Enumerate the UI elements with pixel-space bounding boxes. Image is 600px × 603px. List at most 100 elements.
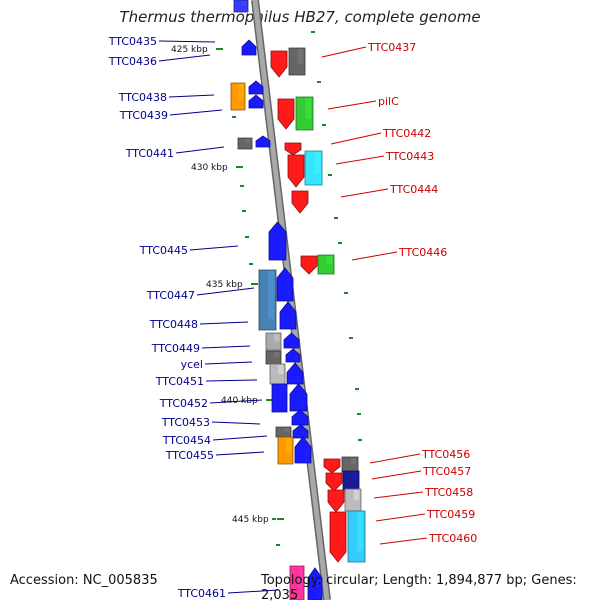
right-gene-shape-9[interactable] — [317, 254, 335, 275]
gene-leader-TTC0437 — [321, 46, 367, 58]
gene-label-TTC0436[interactable]: TTC0436 — [108, 55, 157, 68]
gene-label-TTC0444[interactable]: TTC0444 — [389, 183, 438, 196]
gene-leader-TTC0451 — [205, 379, 258, 382]
gene-label-TTC0453[interactable]: TTC0453 — [161, 416, 210, 429]
gene-label-TTC0446[interactable]: TTC0446 — [398, 246, 447, 259]
gene-leader-TTC0452 — [209, 399, 263, 404]
gene-leader-TTC0441 — [175, 146, 225, 154]
gene-label-TTC0459[interactable]: TTC0459 — [426, 508, 475, 521]
gene-label-TTC0438[interactable]: TTC0438 — [118, 91, 167, 104]
right-gene-shape-6[interactable] — [304, 150, 323, 186]
left-gene-shape-9[interactable] — [276, 267, 294, 302]
gene-leader-TTC0439 — [169, 109, 223, 116]
left-gene-shape-10[interactable] — [279, 301, 297, 330]
left-gene-shape-25[interactable] — [307, 567, 323, 600]
right-gene-shape-10-shade — [332, 460, 339, 466]
gene-label-TTC0442[interactable]: TTC0442 — [382, 127, 431, 140]
left-gene-shape-14[interactable] — [285, 348, 301, 363]
left-gene-shape-2[interactable] — [230, 82, 246, 111]
right-gene-shape-16-shade — [338, 513, 345, 551]
gene-leader-TTC0443 — [335, 155, 385, 165]
left-gene-shape-12-shade — [274, 352, 280, 358]
left-gene-shape-3[interactable] — [248, 80, 264, 95]
left-gene-shape-22-shade — [286, 438, 292, 453]
gene-label-pilC[interactable]: pilC — [378, 95, 399, 108]
right-gene-shape-7-shade — [300, 192, 307, 203]
right-gene-shape-6-shade — [314, 152, 321, 174]
left-gene-shape-0[interactable] — [233, 0, 249, 13]
right-gene-shape-14-shade — [336, 491, 343, 502]
gene-leader-TTC0445 — [189, 245, 239, 251]
left-gene-shape-8[interactable] — [258, 269, 277, 331]
left-gene-shape-11[interactable] — [265, 332, 282, 351]
gene-label-TTC0445[interactable]: TTC0445 — [139, 244, 188, 257]
gene-label-TTC0448[interactable]: TTC0448 — [149, 318, 198, 331]
gene-label-TTC0451[interactable]: TTC0451 — [155, 375, 204, 388]
gene-label-TTC0457[interactable]: TTC0457 — [422, 465, 471, 478]
left-gene-shape-19[interactable] — [291, 409, 309, 426]
left-gene-shape-13[interactable] — [283, 332, 300, 349]
right-gene-shape-12[interactable] — [325, 472, 343, 492]
left-gene-shape-11-shade — [274, 334, 280, 342]
gene-leader-TTC0447 — [196, 287, 255, 296]
right-gene-shape-4[interactable] — [284, 142, 302, 156]
left-gene-shape-2-shade — [238, 84, 244, 99]
right-gene-shape-5[interactable] — [287, 154, 305, 188]
left-gene-shape-25-shade — [315, 579, 321, 599]
gene-label-TTC0437[interactable]: TTC0437 — [367, 41, 416, 54]
left-gene-shape-5[interactable] — [237, 137, 253, 150]
right-gene-shape-8[interactable] — [300, 255, 318, 275]
right-gene-shape-4-shade — [293, 144, 300, 149]
right-gene-shape-2[interactable] — [277, 98, 295, 130]
left-gene-shape-18-shade — [299, 395, 306, 410]
gene-label-TTC0447[interactable]: TTC0447 — [146, 289, 195, 302]
left-gene-shape-6[interactable] — [255, 135, 271, 148]
gene-label-TTC0456[interactable]: TTC0456 — [421, 448, 470, 461]
right-gene-shape-8-shade — [309, 257, 316, 265]
left-gene-shape-18[interactable] — [289, 383, 308, 412]
gene-label-TTC0455[interactable]: TTC0455 — [165, 449, 214, 462]
right-gene-shape-17[interactable] — [347, 510, 366, 563]
gene-label-TTC0449[interactable]: TTC0449 — [151, 342, 200, 355]
right-gene-shape-7[interactable] — [291, 190, 309, 214]
right-gene-shape-15-shade — [353, 490, 360, 501]
left-gene-shape-10-shade — [288, 313, 295, 328]
left-gene-shape-17-shade — [280, 385, 286, 401]
left-gene-shape-4[interactable] — [248, 94, 264, 109]
gene-label-TTC0460[interactable]: TTC0460 — [428, 532, 477, 545]
gene-label-TTC0458[interactable]: TTC0458 — [424, 486, 473, 499]
gene-leader-ycel — [204, 361, 253, 365]
gene-label-TTC0461[interactable]: TTC0461 — [177, 587, 226, 600]
gene-label-TTC0435[interactable]: TTC0435 — [108, 35, 157, 48]
right-gene-shape-16[interactable] — [329, 511, 347, 563]
right-gene-shape-14[interactable] — [327, 489, 345, 513]
scale-mark-label: 430 kbp — [191, 163, 228, 173]
left-gene-shape-17[interactable] — [271, 383, 288, 413]
map-title: Thermus thermophilus HB27, complete geno… — [119, 8, 481, 26]
right-gene-shape-3[interactable] — [295, 96, 314, 131]
left-gene-shape-16[interactable] — [286, 362, 304, 385]
left-gene-shape-23[interactable] — [294, 436, 312, 464]
left-gene-shape-20-shade — [284, 428, 290, 432]
right-gene-shape-1[interactable] — [288, 47, 306, 76]
gene-label-ycel[interactable]: ycel — [181, 358, 203, 371]
gene-label-TTC0454[interactable]: TTC0454 — [162, 434, 211, 447]
gene-label-TTC0443[interactable]: TTC0443 — [385, 150, 434, 163]
left-gene-shape-1[interactable] — [241, 39, 257, 56]
gene-label-TTC0441[interactable]: TTC0441 — [125, 147, 174, 160]
gene-label-TTC0439[interactable]: TTC0439 — [119, 109, 168, 122]
gene-label-TTC0452[interactable]: TTC0452 — [159, 397, 208, 410]
left-gene-shape-4-shade — [256, 101, 262, 107]
gene-leader-TTC0442 — [330, 132, 382, 145]
left-gene-shape-23-shade — [303, 448, 310, 462]
right-gene-shape-0[interactable] — [270, 50, 288, 78]
left-gene-shape-7[interactable] — [268, 221, 287, 261]
right-gene-shape-13-shade — [351, 472, 358, 481]
left-gene-shape-24[interactable] — [289, 565, 305, 600]
topology-label: Topology: circular; Length: 1,894,877 bp… — [261, 573, 577, 603]
left-gene-shape-3-shade — [256, 87, 262, 93]
right-gene-shape-17-shade — [357, 512, 364, 551]
gene-leader-TTC0458 — [373, 491, 424, 499]
right-gene-shape-10[interactable] — [323, 458, 341, 474]
left-gene-shape-22[interactable] — [277, 436, 294, 465]
